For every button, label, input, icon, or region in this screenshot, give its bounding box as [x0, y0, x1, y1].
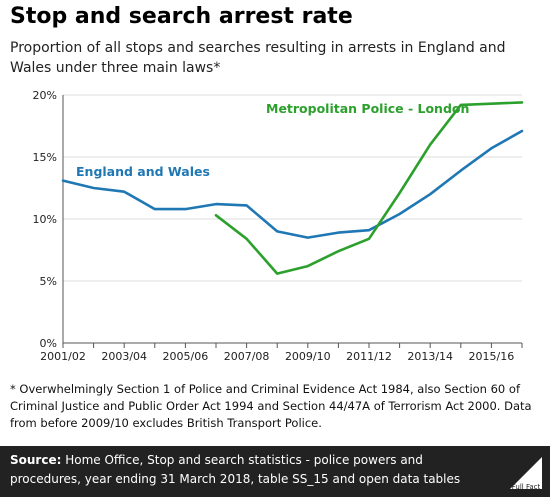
chart-title: Stop and search arrest rate	[10, 4, 353, 29]
full-fact-logo-icon: Full Fact	[510, 457, 542, 491]
x-tick-label: 2003/04	[101, 350, 147, 363]
x-tick-label: 2005/06	[163, 350, 209, 363]
axes: 0% 5% 10% 15% 20% 2001/02 2003/04 2005/06 2007/0…	[33, 89, 523, 363]
source-label: Source:	[10, 453, 62, 467]
series-label: England and Wales	[76, 164, 210, 179]
chart-subtitle: Proportion of all stops and searches res…	[10, 40, 506, 76]
series-labels: England and Wales Metropolitan Police - L…	[76, 101, 469, 179]
y-tick-label: 10%	[33, 213, 57, 226]
footnote: * Overwhelmingly Section 1 of Police and…	[10, 382, 532, 430]
x-tick-label: 2007/08	[224, 350, 270, 363]
series-label: Metropolitan Police - London	[266, 101, 469, 116]
x-tick-label: 2001/02	[40, 350, 86, 363]
y-tick-label: 0%	[40, 337, 57, 350]
series-line-england-and-wales	[61, 129, 524, 239]
x-tick-label: 2013/14	[407, 350, 453, 363]
source-description: Home Office, Stop and search statistics …	[10, 453, 461, 486]
y-tick-label: 5%	[40, 275, 57, 288]
y-tick-label: 20%	[33, 89, 57, 102]
logo-text: Full Fact	[512, 483, 541, 491]
source-bar: Source: Home Office, Stop and search sta…	[0, 446, 550, 497]
series-lines	[61, 101, 524, 275]
x-tick-label: 2011/12	[346, 350, 392, 363]
x-tick-label: 2015/16	[469, 350, 515, 363]
series-line-metropolitan-police	[214, 101, 524, 275]
x-tick-label: 2009/10	[285, 350, 331, 363]
source-text: Source: Home Office, Stop and search sta…	[10, 451, 490, 489]
line-chart: 0% 5% 10% 15% 20% 2001/02 2003/04 2005/06 2007/0…	[33, 89, 524, 363]
y-tick-label: 15%	[33, 151, 57, 164]
gridlines	[63, 94, 522, 282]
